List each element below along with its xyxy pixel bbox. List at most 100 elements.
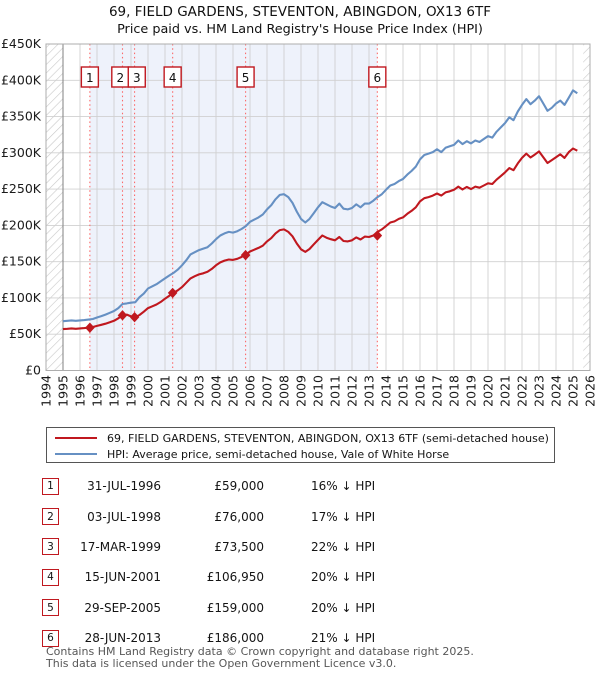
x-tick-label: 1996 (73, 375, 88, 407)
x-tick-label: 2021 (498, 375, 513, 407)
x-tick-label: 2012 (345, 375, 360, 407)
x-tick-label: 2020 (481, 375, 496, 407)
sale-marker-diamond (129, 311, 140, 323)
x-tick-label: 1995 (56, 375, 71, 407)
sale-number-badge: 3 (42, 538, 59, 556)
sale-price: £186,000 (206, 631, 264, 646)
sale-table-row: 1 31-JUL-1996 £59,000 16% ↓ HPI (0, 471, 600, 501)
legend-item-hpi: HPI: Average price, semi-detached house,… (55, 446, 554, 462)
x-tick-label: 1998 (107, 375, 122, 407)
sale-table-row: 6 28-JUN-2013 £186,000 21% ↓ HPI (0, 623, 600, 653)
chart-legend: 69, FIELD GARDENS, STEVENTON, ABINGDON, … (46, 427, 555, 463)
y-tick-label: £450K (1, 36, 42, 51)
plot-border (45, 43, 591, 371)
sale-marker-diamond (372, 230, 383, 241)
x-tick-label: 2000 (141, 375, 156, 407)
sale-price: £159,000 (206, 600, 264, 615)
x-tick-label: 2003 (192, 375, 207, 407)
sale-marker-number: 4 (169, 71, 177, 85)
page-subtitle: Price paid vs. HM Land Registry's House … (117, 22, 483, 37)
sale-marker-box (163, 66, 182, 88)
y-tick-label: £100K (1, 290, 42, 305)
sale-marker-box (368, 66, 387, 88)
no-data-hatch (46, 44, 63, 371)
x-tick-label: 2017 (430, 375, 445, 407)
sale-number-badge: 1 (42, 477, 59, 495)
sale-number-badge: 6 (42, 629, 59, 647)
x-tick-label: 2018 (447, 375, 462, 407)
sale-marker-number: 2 (116, 71, 124, 85)
x-tick-label: 2001 (158, 375, 173, 407)
x-tick-label: 2008 (277, 375, 292, 407)
sale-marker-diamond (117, 310, 128, 321)
x-tick-label: 1997 (90, 375, 105, 407)
sale-price: £76,000 (214, 509, 264, 524)
x-tick-label: 2019 (464, 375, 479, 407)
hpi-line-swatch (55, 453, 97, 455)
y-tick-label: £0 (25, 363, 41, 378)
x-tick-label: 1994 (39, 375, 54, 407)
sale-marker-number: 1 (86, 71, 94, 85)
footer-line1: Contains HM Land Registry data © Crown c… (46, 645, 474, 658)
x-tick-label: 2010 (311, 375, 326, 407)
sale-marker-box (80, 66, 100, 88)
x-tick-label: 2002 (175, 375, 190, 407)
sale-price: £59,000 (214, 479, 264, 494)
legend-label: 69, FIELD GARDENS, STEVENTON, ABINGDON, … (107, 431, 549, 445)
sale-marker-diamond (85, 322, 95, 333)
x-tick-label: 2011 (328, 375, 343, 407)
sale-vs-hpi: 22% ↓ HPI (311, 539, 376, 554)
x-tick-label: 2026 (583, 375, 598, 407)
y-tick-label: £300K (1, 145, 42, 160)
sale-number-badge: 4 (42, 568, 59, 586)
x-tick-label: 2023 (532, 375, 547, 407)
sale-marker-box (127, 66, 146, 88)
sale-table-row: 5 29-SEP-2005 £159,000 20% ↓ HPI (0, 593, 600, 623)
sale-number-badge: 2 (42, 508, 59, 526)
sale-marker-number: 5 (242, 71, 250, 85)
sale-marker-diamond (167, 287, 178, 299)
x-tick-label: 2013 (362, 375, 377, 407)
x-tick-label: 2022 (515, 375, 530, 407)
legend-item-price-paid: 69, FIELD GARDENS, STEVENTON, ABINGDON, … (55, 430, 554, 446)
price-chart: 1 2 3 4 5 6£0£50K£100K£150K£200K£250K£300K£35… (1, 36, 598, 407)
x-tick-label: 2009 (294, 375, 309, 407)
sale-table-row: 3 17-MAR-1999 £73,500 22% ↓ HPI (0, 532, 600, 562)
sale-vs-hpi: 21% ↓ HPI (311, 631, 376, 646)
x-tick-label: 2025 (566, 375, 581, 407)
price-paid-line-swatch (55, 437, 97, 439)
license-footer: Contains HM Land Registry data © Crown c… (46, 646, 474, 670)
x-tick-label: 2007 (260, 375, 275, 407)
y-tick-label: £150K (1, 254, 42, 269)
footer-line2: This data is licensed under the Open Gov… (46, 657, 397, 670)
x-tick-label: 2014 (379, 375, 394, 407)
sale-vs-hpi: 20% ↓ HPI (311, 570, 376, 585)
y-tick-label: £400K (1, 72, 42, 87)
y-tick-label: £250K (1, 181, 42, 196)
x-tick-label: 1999 (124, 375, 139, 407)
sale-vs-hpi: 17% ↓ HPI (311, 509, 376, 524)
sale-marker-number: 6 (374, 71, 382, 85)
y-tick-label: £350K (1, 109, 42, 124)
y-tick-label: £200K (1, 217, 42, 232)
sale-table-row: 4 15-JUN-2001 £106,950 20% ↓ HPI (0, 562, 600, 592)
page-title: 69, FIELD GARDENS, STEVENTON, ABINGDON, … (108, 4, 492, 20)
sale-marker-box (236, 66, 255, 88)
sale-marker-diamond (240, 249, 251, 261)
legend-label: HPI: Average price, semi-detached house,… (107, 447, 450, 461)
sale-marker-number: 3 (133, 71, 141, 85)
sale-price: £106,950 (206, 570, 264, 585)
x-tick-label: 2024 (549, 375, 564, 407)
sale-date: 28-JUN-2013 (84, 631, 161, 646)
sale-date: 15-JUN-2001 (84, 570, 161, 585)
sale-table-row: 2 03-JUL-1998 £76,000 17% ↓ HPI (0, 501, 600, 531)
x-tick-label: 2006 (243, 375, 258, 407)
sale-date: 31-JUL-1996 (87, 479, 161, 494)
sale-date: 29-SEP-2005 (84, 600, 161, 615)
sale-number-badge: 5 (42, 599, 59, 617)
no-data-hatch (583, 44, 590, 371)
x-tick-label: 2016 (413, 375, 428, 407)
sale-price: £73,500 (214, 539, 264, 554)
y-tick-label: £50K (9, 326, 42, 341)
